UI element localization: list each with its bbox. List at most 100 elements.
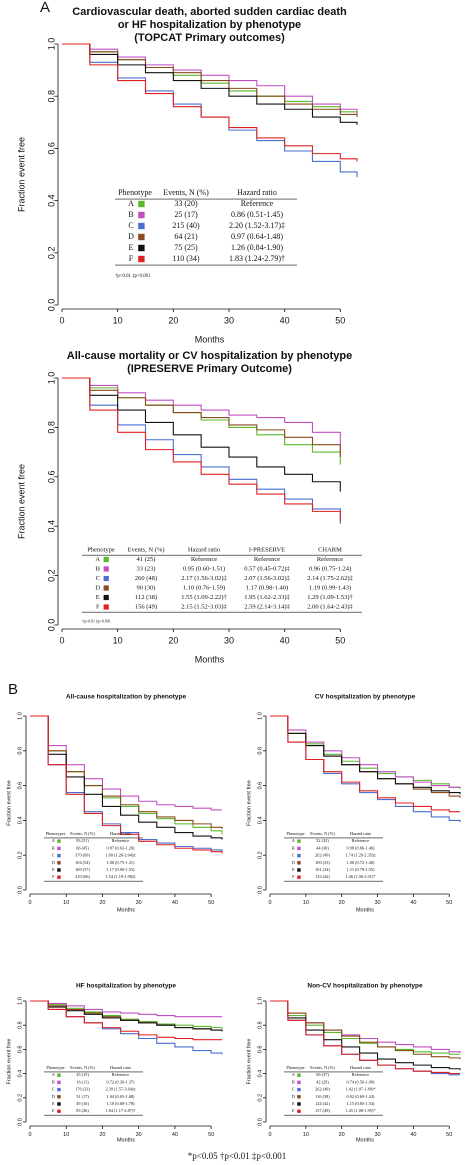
x-axis-label: Months	[195, 654, 225, 664]
survival-curve	[30, 1000, 223, 1029]
phenotype-name: A	[128, 199, 134, 208]
x-tick-label: 0	[268, 900, 271, 906]
phenotype-name: C	[52, 1087, 55, 1092]
y-axis-label: Fraction event free	[246, 780, 252, 826]
x-axis-label: Months	[117, 1137, 135, 1143]
table-cell: 1.45 (1.08-1.95)*	[345, 1108, 375, 1113]
x-tick-label: 40	[280, 315, 290, 325]
table-header: Events, N (%)	[310, 831, 335, 837]
survival-curve	[270, 1000, 460, 1055]
survival-curve	[270, 1000, 460, 1076]
y-tick-label: 0.4	[46, 194, 56, 207]
table-cell: 1.26 (0.84-1.90)	[231, 243, 283, 252]
table-cell: 44 (30)	[316, 845, 329, 850]
y-tick-label: 0.0	[17, 886, 23, 894]
phenotype-name: A	[292, 1072, 296, 1077]
table-cell: 1.42 (1.07-1.89)*	[345, 1087, 375, 1092]
phenotype-name: E	[52, 867, 55, 872]
table-cell: 0.96 (0.75-1.24)	[309, 565, 351, 572]
x-tick-label: 20	[168, 635, 178, 645]
phenotype-swatch	[57, 1073, 61, 1077]
phenotype-swatch	[57, 1095, 61, 1099]
table-cell: 0.95 (0.60-1.51)	[183, 565, 225, 572]
table-header: Hazard ratio	[237, 188, 277, 197]
x-tick-label: 10	[63, 900, 69, 906]
chart-title: or HF hospitalization by phenotype	[118, 19, 301, 31]
table-cell: Reference	[241, 199, 274, 208]
table-cell: 41 (25)	[137, 556, 156, 563]
y-tick-label: 1.0	[17, 712, 23, 720]
table-cell: 1.46 (1.06-2.01)*	[345, 874, 375, 879]
phenotype-name: C	[292, 1087, 295, 1092]
table-cell: 0.86 (0.51-1.45)	[231, 210, 283, 219]
panel-label: B	[8, 681, 18, 698]
x-tick-label: 50	[208, 1132, 214, 1138]
x-tick-label: 10	[113, 315, 123, 325]
y-axis-label: Fraction event free	[6, 1039, 12, 1085]
phenotype-swatch	[297, 839, 301, 843]
phenotype-swatch	[138, 222, 145, 230]
y-tick-label: 0.2	[257, 851, 263, 859]
table-cell: 157 (49)	[315, 1108, 330, 1113]
phenotype-swatch	[103, 566, 109, 572]
x-tick-label: 40	[172, 1132, 178, 1138]
y-tick-label: 0.0	[17, 1118, 23, 1126]
phenotype-swatch	[57, 1102, 61, 1106]
x-tick-label: 30	[224, 315, 234, 325]
table-cell: 1.74 (1.29-2.35)‡	[345, 853, 376, 858]
survival-curve	[62, 377, 341, 453]
survival-curve	[270, 715, 461, 795]
x-tick-label: 40	[280, 635, 290, 645]
table-cell: 2.07 (1.56-3.02)‡	[244, 575, 290, 582]
table-header: Events, N (%)	[310, 1065, 335, 1071]
table-cell: 25 (15)	[76, 1072, 89, 1077]
table-cell: Reference	[352, 1072, 370, 1077]
x-tick-label: 30	[136, 1132, 142, 1138]
table-cell: 0.92 (0.69-1.24)	[347, 1094, 375, 1099]
phenotype-name: A	[95, 556, 100, 563]
phenotype-name: D	[128, 232, 134, 241]
phenotype-swatch	[103, 594, 109, 601]
table-cell: 2.39 (1.57-3.64)‡	[105, 1087, 136, 1092]
table-note: †p<0.01 ‡p<0.001	[115, 274, 151, 279]
survival-curve	[30, 715, 222, 811]
table-header: Hazard ratio	[188, 546, 220, 553]
table-header: Hazard ratio	[110, 1065, 131, 1070]
y-tick-label: 0.6	[17, 782, 23, 790]
table-header: Hazard ratio	[350, 1065, 371, 1070]
y-tick-label: 0.4	[17, 1070, 23, 1078]
phenotype-swatch	[297, 1087, 301, 1092]
y-tick-label: 0.8	[257, 1021, 263, 1029]
survival-curve	[62, 43, 358, 162]
x-tick-label: 10	[63, 1132, 69, 1138]
table-cell: 1.17 (0.90-1.53)	[107, 867, 135, 872]
phenotype-name: C	[292, 853, 295, 858]
table-cell: 75 (25)	[174, 243, 198, 252]
survival-curve	[62, 377, 341, 492]
table-header: Events, N (%)	[70, 1065, 95, 1071]
x-tick-label: 0	[28, 900, 31, 906]
chart-title: Non-CV hospitalization by phenotype	[307, 983, 423, 990]
table-cell: 2.14 (1.75-2.62)‡	[307, 575, 353, 582]
chart-title: (TOPCAT Primary outcomes)	[134, 32, 285, 44]
x-tick-label: 50	[446, 900, 452, 906]
table-cell: 25 (17)	[174, 210, 198, 219]
table-header: Phenotype	[286, 1065, 304, 1070]
x-tick-label: 10	[113, 635, 123, 645]
table-cell: 169 (57)	[75, 867, 90, 872]
table-cell: 52 (32)	[316, 838, 329, 843]
table-cell: 2.17 (1.56-3.02)‡	[181, 575, 227, 582]
phenotype-name: B	[128, 210, 133, 219]
table-cell: 0.97 (0.64-1.48)	[231, 232, 283, 241]
phenotype-swatch	[297, 846, 301, 851]
phenotype-name: B	[52, 845, 55, 850]
table-cell: 156 (49)	[135, 603, 157, 610]
table-cell: 1.60 (1.26-2.04)‡	[105, 853, 136, 858]
phenotype-name: E	[292, 1101, 295, 1106]
table-header: Events, N (%)	[70, 831, 95, 837]
table-cell: 1.83 (1.24-2.79)†	[229, 254, 285, 263]
phenotype-swatch	[103, 585, 109, 591]
phenotype-name: F	[52, 1108, 55, 1113]
y-axis-label: Fraction event free	[6, 780, 12, 826]
table-cell: 42 (29)	[316, 1079, 329, 1084]
